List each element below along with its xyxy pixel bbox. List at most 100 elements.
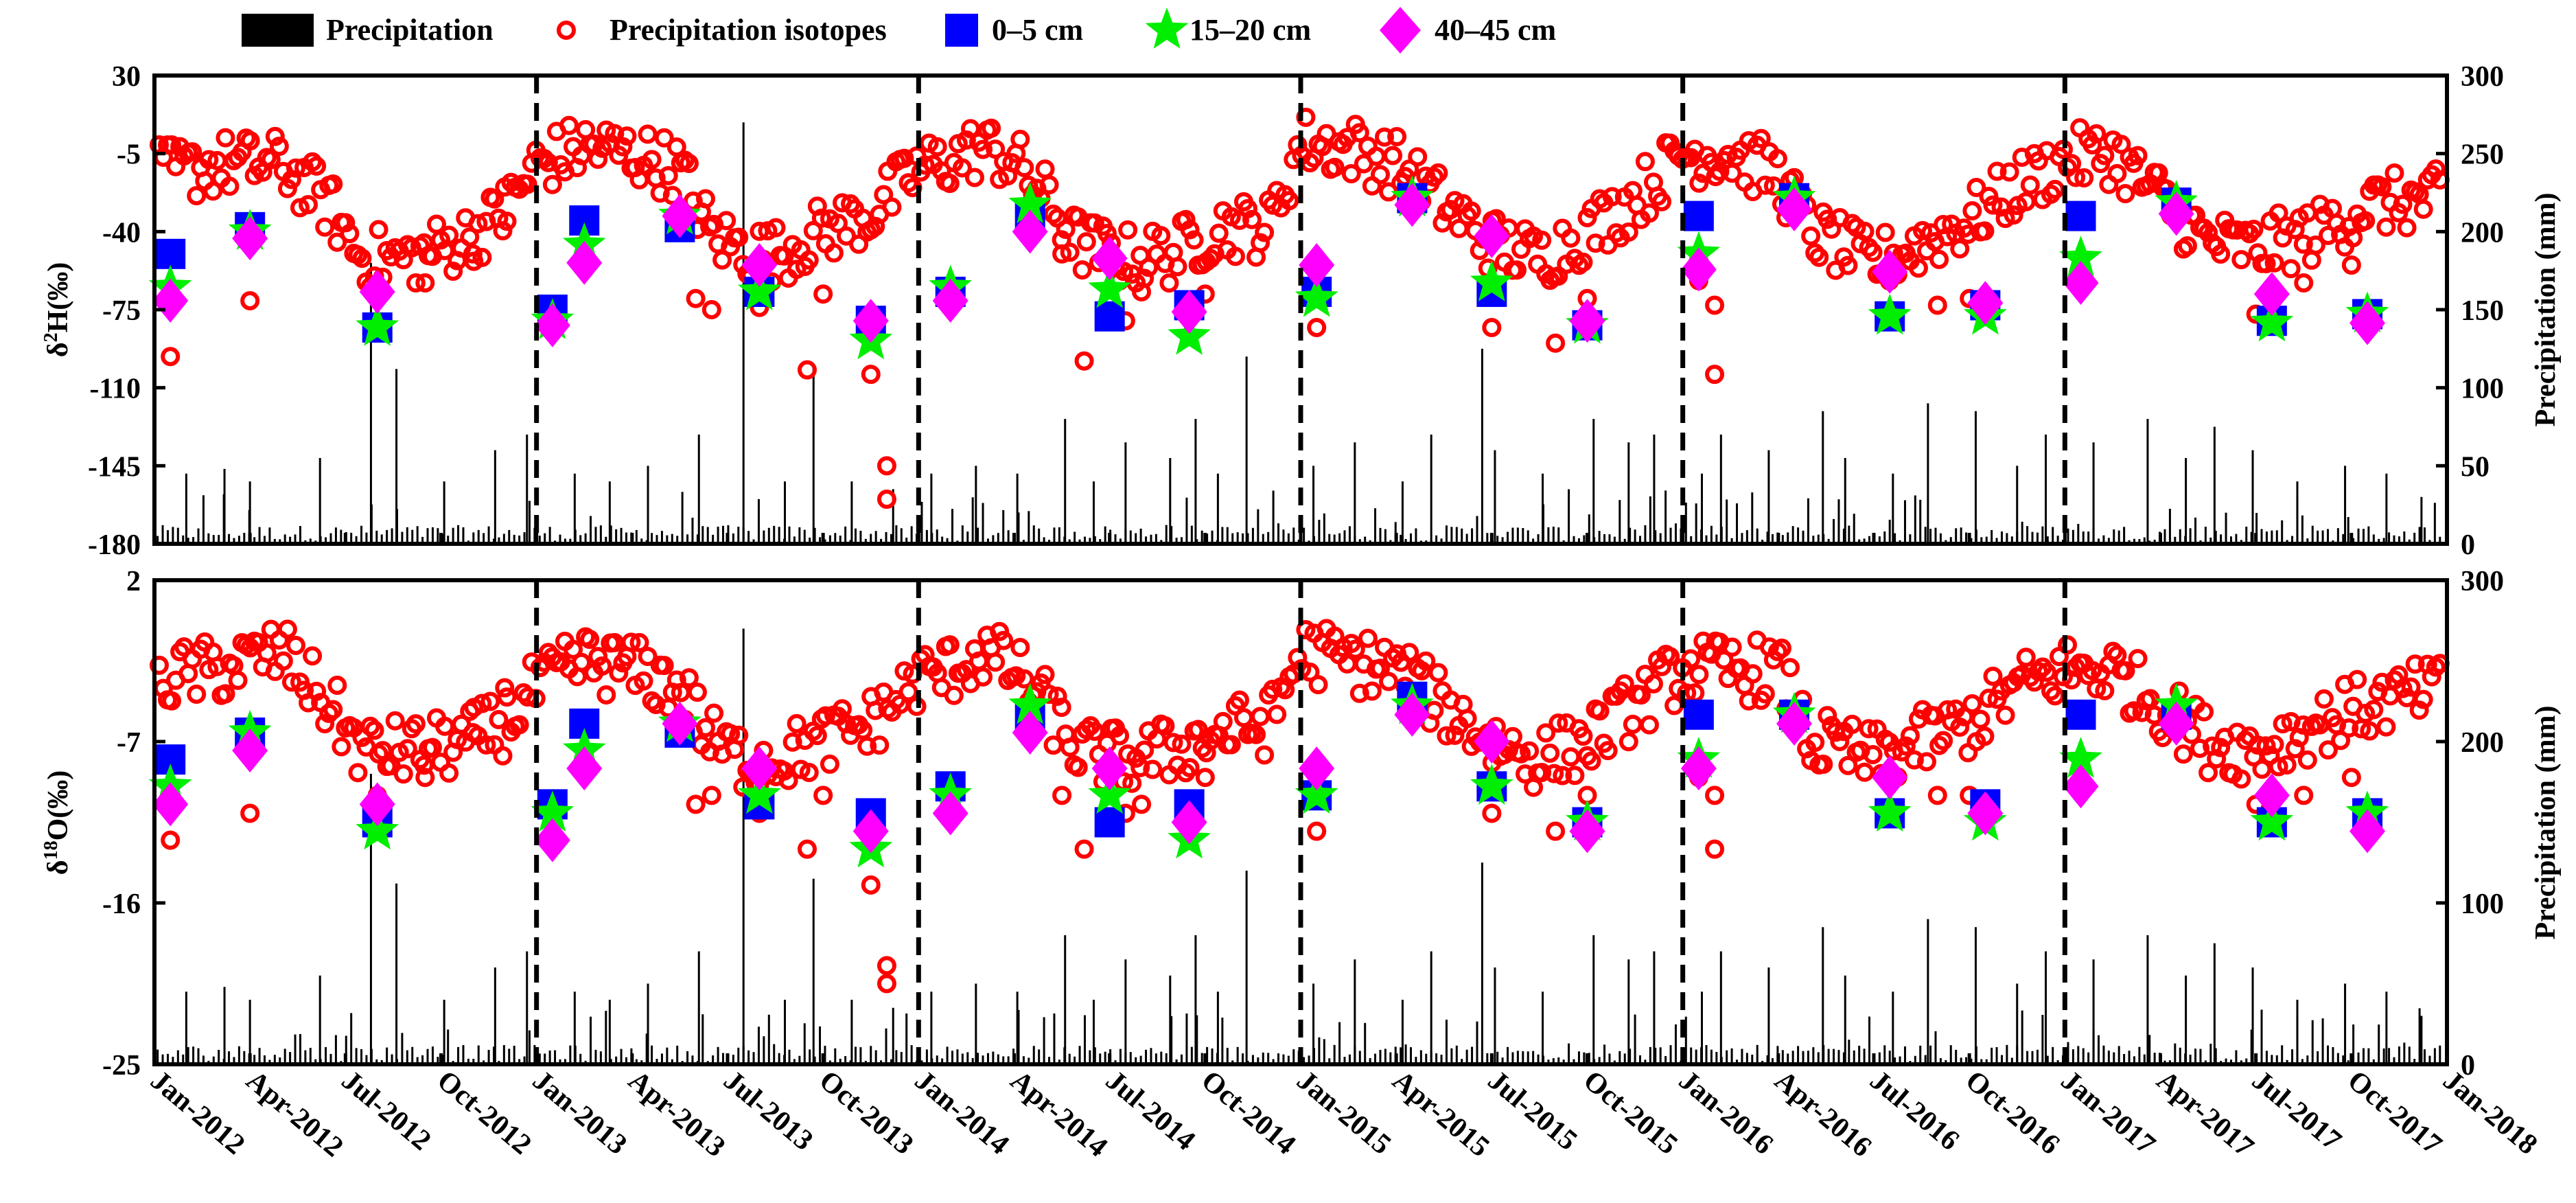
bottom-isotope-point bbox=[2339, 718, 2359, 738]
bottom-isotope-point bbox=[2360, 721, 2380, 741]
top-isotope-point bbox=[1652, 192, 1672, 211]
bottom-isotope-point bbox=[1229, 690, 1249, 710]
bottom-isotope-point bbox=[2124, 701, 2144, 721]
top-soil-15-20-star bbox=[2059, 236, 2102, 277]
top-isotope-point bbox=[336, 213, 356, 233]
top-isotope-point bbox=[750, 221, 769, 241]
top-isotope-point bbox=[1561, 228, 1581, 248]
bottom-left-tick-label: -16 bbox=[102, 889, 141, 920]
bottom-isotope-point bbox=[1349, 683, 1369, 703]
bottom-isotope-point bbox=[1772, 639, 1791, 658]
x-tick-label: Jul-2014 bbox=[1100, 1064, 1201, 1156]
bottom-soil-15-20-star bbox=[2250, 799, 2294, 841]
bottom-soil-40-45-diamond bbox=[1091, 746, 1128, 791]
top-isotope-point bbox=[2256, 253, 2276, 273]
top-isotope-point bbox=[1618, 222, 1638, 242]
bottom-right-tick-label: 300 bbox=[2461, 566, 2504, 597]
top-isotope-point bbox=[2240, 224, 2260, 244]
top-isotope-point bbox=[2115, 183, 2135, 203]
top-soil-40-45-diamond bbox=[2158, 192, 2194, 236]
top-isotope-point bbox=[216, 128, 235, 148]
bottom-isotope-point bbox=[1722, 637, 1742, 657]
top-isotope-outlier bbox=[1052, 244, 1072, 264]
top-isotope-point bbox=[1035, 159, 1055, 179]
bottom-isotope-point bbox=[1221, 735, 1241, 755]
top-isotope-point bbox=[1577, 207, 1597, 227]
top-right-tick-label: 0 bbox=[2461, 529, 2475, 561]
top-isotope-point bbox=[2128, 146, 2148, 165]
bottom-soil-40-45-diamond bbox=[1776, 701, 1813, 746]
bottom-isotope-point bbox=[580, 630, 600, 650]
top-isotope-point bbox=[1184, 230, 1204, 250]
top-isotope-point bbox=[2426, 159, 2446, 179]
bottom-isotope-point bbox=[1047, 687, 1067, 707]
top-isotope-point bbox=[1242, 209, 1262, 229]
top-soil-40-45-diamond bbox=[932, 279, 968, 323]
top-isotope-point bbox=[1999, 162, 2019, 182]
top-isotope-point bbox=[2211, 244, 2231, 264]
bottom-soil-40-45-diamond bbox=[1394, 692, 1430, 737]
top-isotope-point bbox=[1635, 152, 1655, 172]
bottom-isotope-point bbox=[2413, 689, 2433, 709]
legend-label-precipitation: Precipitation bbox=[326, 13, 494, 47]
bottom-isotope-point bbox=[1855, 762, 1875, 782]
top-isotope-outlier bbox=[1705, 295, 1725, 315]
bottom-isotope-point bbox=[799, 763, 819, 783]
bottom-isotope-outlier bbox=[1052, 786, 1072, 805]
bottom-isotope-point bbox=[1540, 743, 1560, 763]
bottom-isotope-point bbox=[1689, 665, 1709, 685]
bottom-isotope-point bbox=[1739, 691, 1759, 711]
top-left-axis: 30 -5 -40 -75 -110 -145 -180 bbox=[88, 61, 165, 561]
bottom-isotope-point bbox=[406, 714, 426, 734]
bottom-isotope-point bbox=[2194, 702, 2214, 722]
bottom-isotope-point bbox=[782, 732, 802, 752]
bottom-ylabel-left-suffix: O(‰) bbox=[43, 770, 74, 841]
bottom-isotope-point bbox=[2198, 763, 2218, 783]
bottom-isotope-point bbox=[1813, 754, 1833, 774]
bottom-isotope-point bbox=[572, 652, 592, 672]
top-isotope-outlier bbox=[240, 291, 260, 311]
bottom-isotope-point bbox=[2347, 669, 2367, 689]
bottom-isotope-point bbox=[2285, 739, 2305, 759]
top-isotope-point bbox=[1912, 220, 1932, 240]
top-isotope-point bbox=[2082, 135, 2102, 154]
legend-precipitation-swatch-icon bbox=[242, 14, 314, 47]
bottom-isotope-point bbox=[1573, 726, 1593, 746]
top-isotope-point bbox=[2074, 168, 2094, 187]
bottom-isotope-point bbox=[303, 646, 323, 666]
bottom-isotope-point bbox=[1639, 715, 1659, 735]
top-isotope-point bbox=[203, 181, 223, 201]
bottom-isotope-point bbox=[588, 647, 608, 667]
bottom-soil-15-20-star bbox=[1008, 683, 1052, 724]
bottom-isotope-point bbox=[2376, 717, 2396, 737]
top-isotope-point bbox=[1639, 203, 1659, 223]
top-isotope-point bbox=[1010, 129, 1030, 149]
top-isotope-outlier bbox=[1307, 317, 1327, 337]
top-isotope-outlier bbox=[797, 360, 817, 380]
top-isotope-point bbox=[199, 150, 219, 170]
bottom-isotope-point bbox=[422, 737, 442, 757]
top-isotope-point bbox=[1908, 258, 1928, 278]
bottom-isotope-point bbox=[1904, 750, 1924, 770]
bottom-isotope-point bbox=[1830, 732, 1850, 752]
top-isotope-point bbox=[650, 183, 670, 203]
bottom-isotope-point bbox=[2190, 738, 2210, 758]
bottom-isotope-point bbox=[2364, 700, 2384, 720]
top-isotope-point bbox=[352, 249, 372, 268]
bottom-soil-40-45-diamond bbox=[662, 701, 698, 746]
top-soil-40-45-diamond bbox=[566, 240, 603, 285]
bottom-isotope-point bbox=[1155, 716, 1175, 736]
bottom-left-tick-label: -25 bbox=[102, 1050, 141, 1081]
bottom-isotope-point bbox=[1780, 658, 1800, 678]
bottom-isotope-point bbox=[439, 763, 459, 783]
top-isotope-points bbox=[149, 107, 2450, 509]
bottom-isotope-point bbox=[1995, 705, 2015, 725]
bottom-isotope-outlier bbox=[813, 786, 833, 805]
x-tick-label: Oct-2013 bbox=[813, 1064, 920, 1160]
bottom-isotope-point bbox=[493, 746, 513, 766]
bottom-isotope-point bbox=[1842, 714, 1862, 734]
top-year-dividers bbox=[534, 76, 2067, 544]
top-isotope-point bbox=[2066, 168, 2086, 187]
top-isotope-point bbox=[1180, 220, 1200, 240]
top-isotope-point bbox=[2372, 176, 2392, 196]
